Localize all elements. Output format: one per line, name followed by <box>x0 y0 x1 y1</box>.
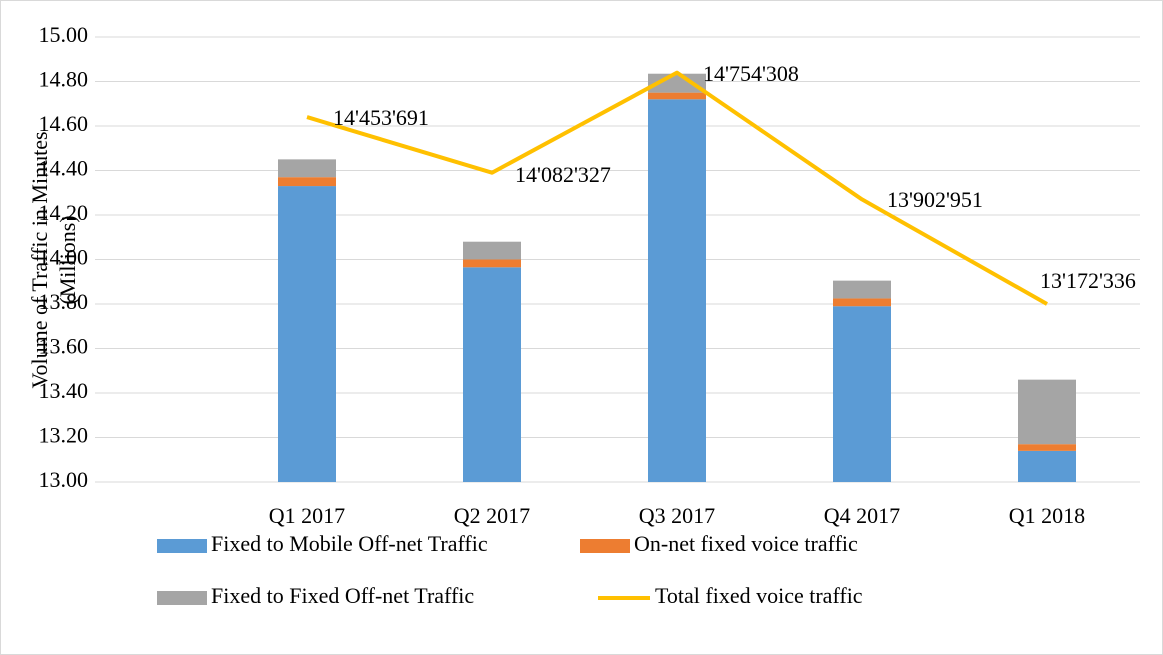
bar-segment <box>833 306 891 482</box>
data-annotation: 13'902'951 <box>887 187 983 212</box>
bar-segment <box>1018 379 1076 445</box>
y-tick-label: 13.60 <box>39 334 89 359</box>
y-tick-label: 14.80 <box>39 67 89 92</box>
legend-swatch <box>157 539 207 553</box>
legend-label: Total fixed voice traffic <box>655 583 863 608</box>
y-tick-label: 13.00 <box>39 467 89 492</box>
y-tick-label: 14.20 <box>39 200 89 225</box>
bar-segment <box>463 267 521 482</box>
x-tick-label: Q3 2017 <box>639 503 715 528</box>
legend-label: On-net fixed voice traffic <box>634 531 858 556</box>
bar-segment <box>833 280 891 299</box>
y-tick-label: 15.00 <box>39 22 89 47</box>
data-annotation: 14'453'691 <box>333 105 429 130</box>
legend-label: Fixed to Fixed Off-net Traffic <box>211 583 474 608</box>
data-annotation: 13'172'336 <box>1040 268 1136 293</box>
bar-segment <box>463 241 521 260</box>
bar-segment <box>278 186 336 482</box>
data-annotation: 14'754'308 <box>703 61 799 86</box>
y-axis-label: Volume of Traffic in Minutes <box>27 131 52 388</box>
bar-segment <box>648 92 706 100</box>
y-axis-label: (Millions) <box>55 215 80 304</box>
x-tick-label: Q4 2017 <box>824 503 900 528</box>
bar-segment <box>833 298 891 307</box>
data-annotation: 14'082'327 <box>515 162 611 187</box>
x-tick-label: Q1 2018 <box>1009 503 1085 528</box>
bar-segment <box>1018 444 1076 451</box>
y-tick-label: 13.80 <box>39 289 89 314</box>
y-tick-label: 14.00 <box>39 245 89 270</box>
bar-segment <box>1018 450 1076 482</box>
x-tick-label: Q2 2017 <box>454 503 530 528</box>
y-tick-label: 14.60 <box>39 111 89 136</box>
y-tick-label: 13.20 <box>39 423 89 448</box>
y-tick-label: 14.40 <box>39 156 89 181</box>
line-series <box>306 70 1048 306</box>
bar-segment <box>648 99 706 483</box>
legend-swatch <box>580 539 630 553</box>
bar-segment <box>463 259 521 268</box>
x-tick-label: Q1 2017 <box>269 503 345 528</box>
legend-label: Fixed to Mobile Off-net Traffic <box>211 531 488 556</box>
legend-swatch <box>157 591 207 605</box>
y-tick-label: 13.40 <box>39 378 89 403</box>
bar-segment <box>278 177 336 187</box>
bar-segment <box>278 159 336 178</box>
